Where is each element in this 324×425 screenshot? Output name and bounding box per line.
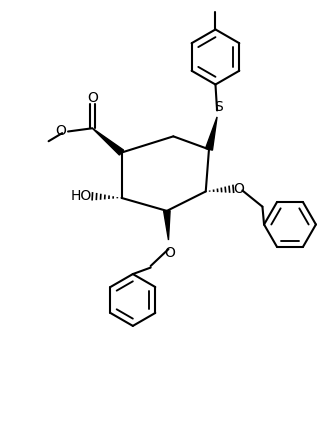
- Text: HO: HO: [70, 189, 92, 203]
- Text: O: O: [164, 246, 175, 260]
- Polygon shape: [205, 117, 217, 150]
- Text: S: S: [214, 100, 223, 114]
- Text: O: O: [55, 124, 66, 138]
- Text: O: O: [87, 91, 98, 105]
- Polygon shape: [92, 128, 123, 155]
- Polygon shape: [164, 211, 170, 240]
- Text: O: O: [234, 182, 245, 196]
